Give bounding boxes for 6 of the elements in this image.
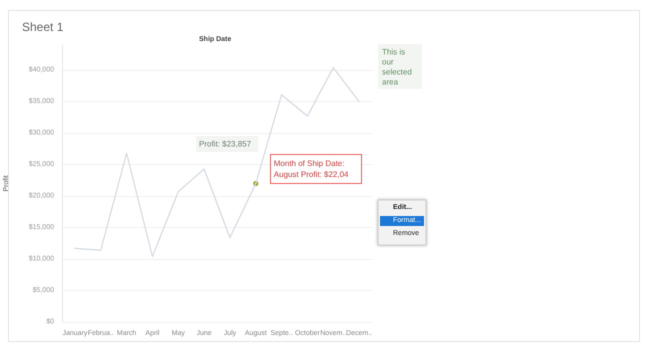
annotation: Month of Ship Date: August Profit: $22,04 — [274, 158, 348, 178]
note-box: Month of Ship Date: August Profit: $22,04 — [270, 154, 362, 184]
annotation: Profit: $23,857 — [199, 140, 252, 148]
line-series — [74, 67, 360, 258]
chart-title: Sheet 1 — [22, 20, 64, 34]
text: This is our selected area — [382, 48, 414, 86]
